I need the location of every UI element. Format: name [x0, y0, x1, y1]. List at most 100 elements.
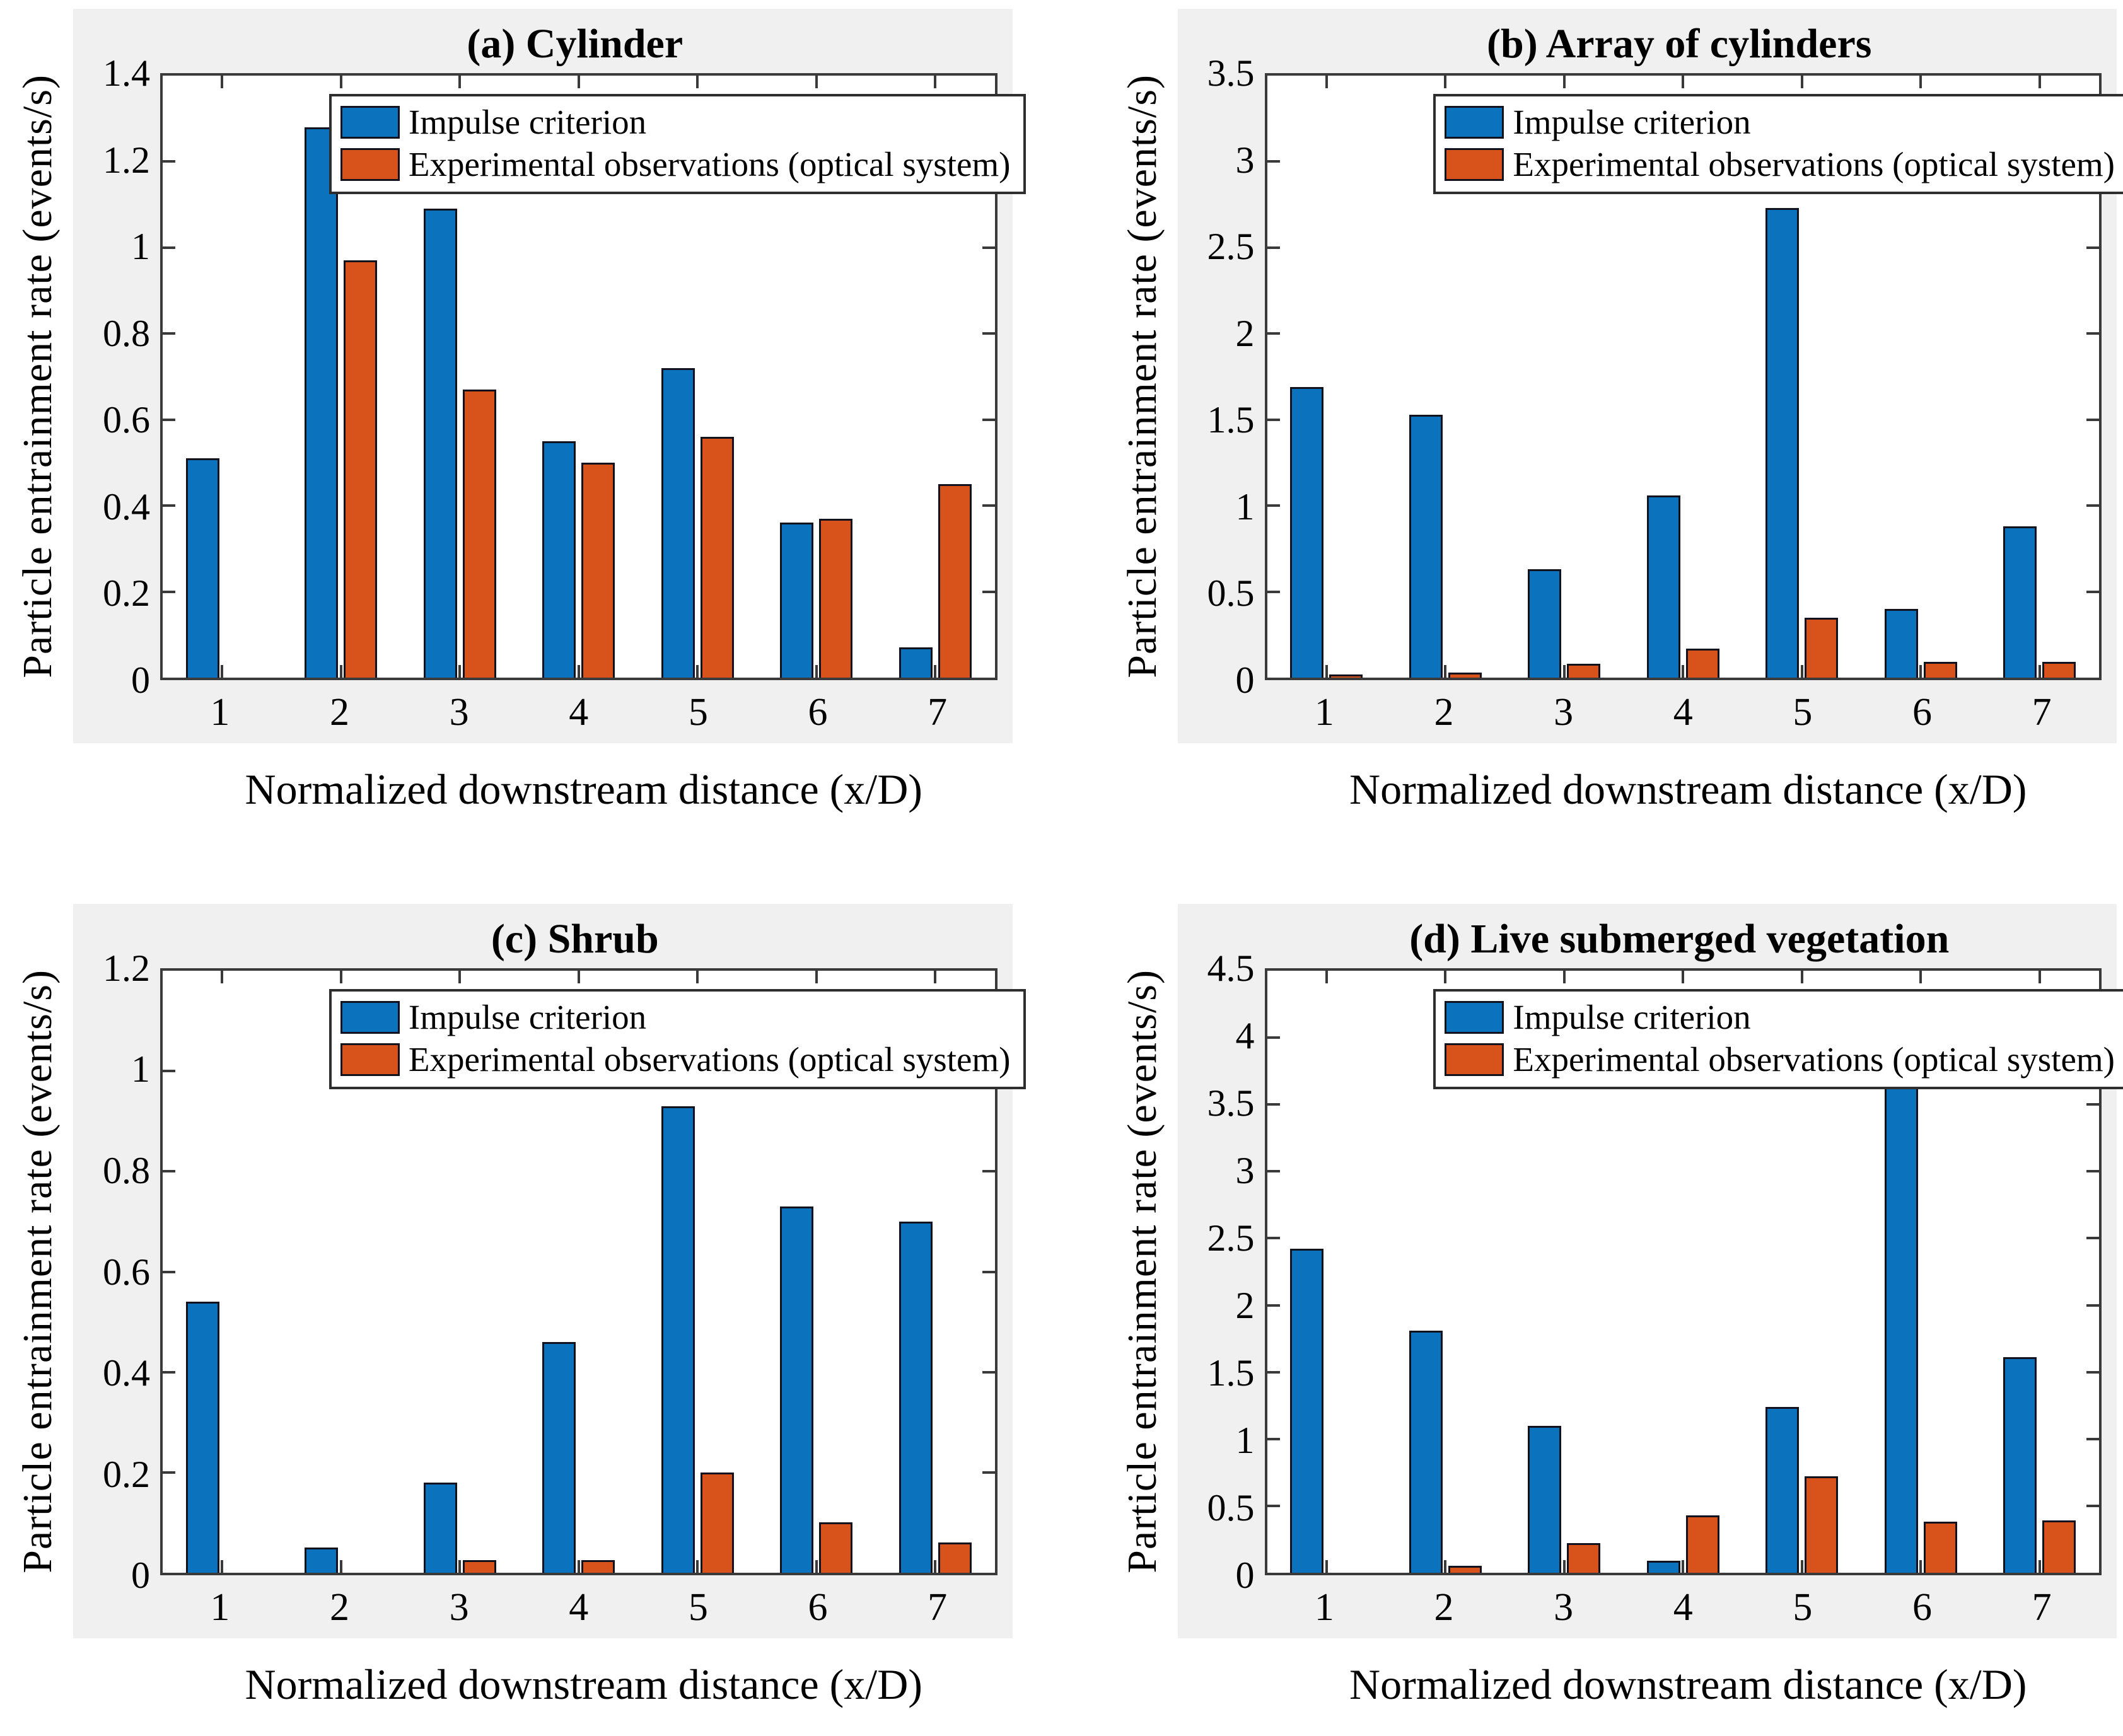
- x-tick-labels: 1 2 3 4 5 6 7: [1265, 1575, 2102, 1633]
- y-tick-mark: [982, 418, 995, 421]
- x-tick-mark: [1919, 1560, 1922, 1573]
- x-tick-label: 5: [1793, 691, 1813, 734]
- y-tick-mark: [163, 332, 175, 335]
- y-tick-label: 0: [1235, 1554, 1255, 1596]
- y-tick-label: 1.5: [1207, 399, 1255, 441]
- x-tick-mark: [458, 76, 462, 88]
- x-tick-mark: [1800, 971, 1803, 983]
- x-tick-mark: [1800, 1560, 1803, 1573]
- bar-impulse: [423, 209, 457, 678]
- y-axis-label: Particle entrainment rate (events/s): [15, 969, 61, 1573]
- x-tick-label: 6: [808, 691, 828, 734]
- x-tick-mark: [1444, 665, 1447, 678]
- bar-impulse: [2003, 526, 2037, 678]
- y-tick-label: 0.4: [103, 485, 150, 528]
- legend-swatch-experimental: [1445, 1043, 1504, 1077]
- x-tick-mark: [221, 76, 224, 88]
- x-tick-mark: [934, 1560, 937, 1573]
- x-tick-mark: [696, 76, 699, 88]
- panel-c-shrub: Particle entrainment rate (events/s) (c)…: [3, 904, 1026, 1723]
- x-tick-label: 5: [1793, 1586, 1813, 1629]
- chart-card: (d) Live submerged vegetation 0 0.5 1 1.5 2 2…: [1177, 904, 2123, 1638]
- x-tick-mark: [815, 665, 818, 678]
- bar-experimental: [1685, 648, 1719, 678]
- bars-layer: [163, 971, 995, 1573]
- y-tick-mark: [1267, 332, 1280, 335]
- y-tick-mark: [2086, 1304, 2099, 1307]
- x-tick-mark: [577, 971, 580, 983]
- x-tick-mark: [339, 1560, 342, 1573]
- y-tick-label: 1.2: [103, 947, 150, 989]
- legend: Impulse criterion Experimental observati…: [329, 93, 1026, 195]
- bar-impulse: [780, 1207, 814, 1573]
- y-tick-mark: [982, 590, 995, 593]
- y-tick-mark: [163, 1270, 175, 1273]
- y-tick-label: 1.4: [103, 52, 150, 94]
- y-tick-mark: [2086, 332, 2099, 335]
- legend-swatch-impulse: [340, 105, 400, 139]
- y-tick-label: 4: [1235, 1015, 1255, 1056]
- x-axis-label: Normalized downstream distance (x/D): [1349, 1660, 2027, 1708]
- x-tick-mark: [1682, 665, 1685, 678]
- legend-label-experimental: Experimental observations (optical syste…: [1513, 1040, 2115, 1079]
- bar-experimental: [938, 484, 972, 678]
- y-tick-mark: [163, 1370, 175, 1374]
- x-tick-label: 4: [569, 691, 589, 734]
- legend-item-experimental: Experimental observations (optical syste…: [340, 146, 1011, 183]
- x-tick-mark: [1325, 971, 1328, 983]
- x-tick-label: 3: [1554, 1586, 1574, 1629]
- x-tick-mark: [696, 1560, 699, 1573]
- y-tick-label: 3.5: [1207, 52, 1255, 94]
- bar-impulse: [542, 1341, 576, 1573]
- bar-impulse: [305, 127, 339, 678]
- panel-title: (a) Cylinder: [467, 21, 683, 67]
- y-tick-mark: [1267, 590, 1280, 593]
- x-tick-label: 2: [329, 1586, 349, 1629]
- bar-impulse: [1884, 608, 1918, 678]
- plot-area: Impulse criterion Experimental observati…: [1264, 73, 2123, 680]
- x-tick-mark: [1325, 665, 1328, 678]
- y-tick-label: 2: [1235, 312, 1255, 354]
- bar-impulse: [542, 441, 576, 678]
- x-tick-mark: [2038, 665, 2041, 678]
- x-tick-label: 4: [569, 1586, 589, 1629]
- x-tick-mark: [1919, 76, 1922, 88]
- bar-impulse: [1765, 1406, 1800, 1573]
- bar-experimental: [1329, 674, 1363, 678]
- y-tick-mark: [1267, 1103, 1280, 1106]
- panel-d-live-submerged-vegetation: Particle entrainment rate (events/s) (d)…: [1107, 904, 2123, 1723]
- y-tick-mark: [2086, 1370, 2099, 1374]
- y-tick-mark: [163, 160, 175, 163]
- y-tick-label: 1: [131, 226, 150, 268]
- x-tick-mark: [458, 665, 462, 678]
- x-tick-label: 7: [2032, 691, 2052, 734]
- x-tick-mark: [577, 1560, 580, 1573]
- x-tick-mark: [934, 665, 937, 678]
- chart-card: (c) Shrub 0 0.2 0.4 0.6 0.8 1 1.2 Impulse crit…: [73, 904, 1026, 1638]
- x-tick-mark: [577, 76, 580, 88]
- panel-a-cylinder: Particle entrainment rate (events/s) (a)…: [3, 9, 1026, 828]
- bar-experimental: [700, 1472, 734, 1573]
- y-tick-label: 0: [131, 659, 150, 701]
- y-tick-mark: [2086, 504, 2099, 507]
- x-tick-mark: [1919, 971, 1922, 983]
- legend: Impulse criterion Experimental observati…: [329, 988, 1026, 1090]
- y-tick-mark: [1267, 1170, 1280, 1173]
- y-tick-labels: 0 0.5 1 1.5 2 2.5 3 3.5 4 4.5: [1182, 949, 1265, 1594]
- x-tick-label: 1: [210, 691, 230, 734]
- legend: Impulse criterion Experimental observati…: [1433, 93, 2123, 195]
- y-tick-label: 0.6: [103, 399, 150, 441]
- chart-card: (b) Array of cylinders 0 0.5 1 1.5 2 2.5 3 3.5 …: [1177, 9, 2123, 743]
- plot-row: 0 0.2 0.4 0.6 0.8 1 1.2 Impulse criterion Expe…: [77, 949, 1026, 1594]
- bar-impulse: [185, 458, 219, 678]
- y-tick-label: 0.6: [103, 1251, 150, 1293]
- legend-item-impulse: Impulse criterion: [1445, 103, 2115, 141]
- bar-impulse: [661, 367, 695, 678]
- y-tick-label: 0.4: [103, 1351, 150, 1394]
- x-tick-mark: [1562, 971, 1566, 983]
- legend-swatch-impulse: [1445, 105, 1504, 139]
- x-tick-label: 1: [210, 1586, 230, 1629]
- y-tick-label: 3.5: [1207, 1082, 1255, 1124]
- bar-impulse: [1528, 1425, 1562, 1573]
- bar-impulse: [1528, 569, 1562, 678]
